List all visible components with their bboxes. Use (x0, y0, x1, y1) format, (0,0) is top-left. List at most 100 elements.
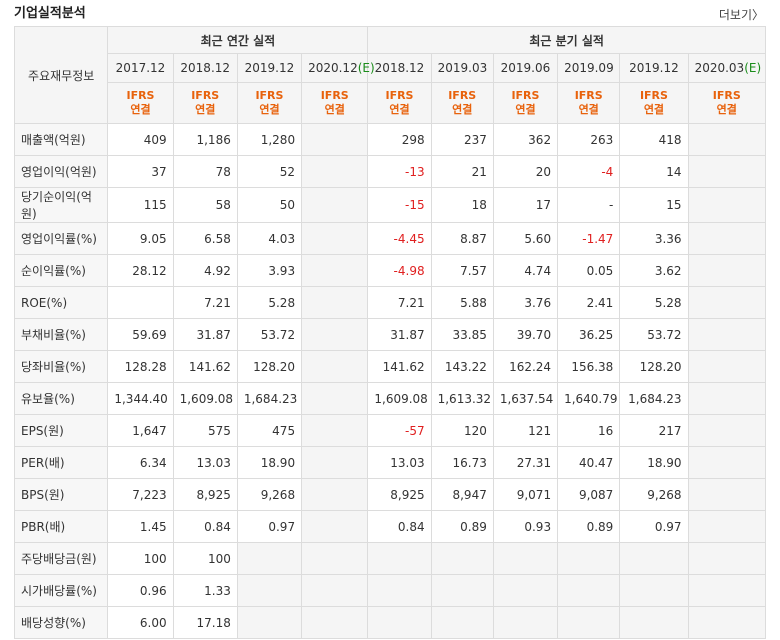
table-cell: 0.84 (172, 510, 238, 543)
ifrs-header: IFRS 연결 (107, 82, 174, 124)
row-label: 당기순이익(억원) (13, 187, 109, 223)
table-cell: 17.18 (172, 606, 238, 639)
table-cell: 1.45 (107, 510, 174, 543)
financial-table: 주요재무정보 최근 연간 실적 최근 분기 실적 2017.12 2018.12 2… (13, 26, 767, 639)
table-cell: -15 (367, 187, 432, 223)
table-cell: 100 (107, 542, 174, 575)
table-cell: 33.85 (430, 318, 494, 351)
table-cell (687, 254, 767, 287)
table-cell (619, 574, 689, 607)
ifrs-label: IFRS (191, 89, 220, 102)
table-cell: 575 (172, 414, 238, 447)
table-cell: 6.00 (107, 606, 174, 639)
table-cell: 0.89 (557, 510, 621, 543)
table-cell: 14 (619, 155, 689, 188)
table-cell: 128.20 (236, 350, 303, 383)
table-cell: 7.57 (430, 254, 494, 287)
ifrs-sub-label: 연결 (389, 103, 410, 116)
table-cell (301, 187, 369, 223)
table-cell: 156.38 (557, 350, 621, 383)
table-cell: -4.98 (367, 254, 432, 287)
table-cell: 18.90 (236, 446, 303, 479)
table-cell: 0.96 (107, 574, 174, 607)
period-header-row: 2017.12 2018.12 2019.12 2020.12(E) 2018.12 20… (15, 53, 767, 83)
table-cell: 7,223 (107, 478, 174, 511)
table-cell: 59.69 (107, 318, 174, 351)
table-cell: 4.03 (236, 222, 303, 255)
table-cell (301, 254, 369, 287)
row-label: 매출액(억원) (13, 123, 109, 156)
table-row: 유보율(%) 1,344.40 1,609.08 1,684.23 1,609.08 1,… (13, 382, 767, 415)
table-cell: 15 (619, 187, 689, 223)
ifrs-label: IFRS (511, 89, 540, 102)
table-cell: 0.93 (492, 510, 559, 543)
table-cell: 0.84 (367, 510, 432, 543)
row-label: 당좌비율(%) (13, 350, 109, 383)
table-cell (367, 542, 432, 575)
table-row: 당기순이익(억원) 115 58 50 -15 18 17-15 (13, 187, 767, 223)
table-cell: 7.21 (367, 286, 432, 319)
table-cell (301, 350, 369, 383)
estimate-marker: (E) (744, 61, 762, 75)
ifrs-sub-label: 연결 (259, 103, 280, 116)
ifrs-sub-label: 연결 (130, 103, 151, 116)
row-label: 영업이익률(%) (13, 222, 109, 255)
table-cell: 13.03 (367, 446, 432, 479)
table-cell: 18.90 (619, 446, 689, 479)
table-cell (557, 542, 621, 575)
table-cell (557, 606, 621, 639)
table-cell: 3.62 (619, 254, 689, 287)
table-row: 매출액(억원) 409 1,186 1,280 298 237 362 263 418 (13, 123, 767, 156)
ifrs-header: IFRS 연결 (236, 82, 303, 124)
more-label: 더보기 (718, 8, 752, 22)
table-cell: 37 (107, 155, 174, 188)
table-cell (107, 286, 174, 319)
table-cell (430, 542, 494, 575)
table-cell (687, 446, 767, 479)
table-cell: 120 (430, 414, 494, 447)
table-cell: 6.58 (172, 222, 238, 255)
ifrs-header: IFRS 연결 (301, 82, 369, 124)
row-label: 영업이익(억원) (13, 155, 109, 188)
table-cell: 40.47 (557, 446, 621, 479)
table-cell: 16 (557, 414, 621, 447)
table-cell (687, 155, 767, 188)
table-cell (687, 542, 767, 575)
table-cell (301, 222, 369, 255)
row-label: 배당성향(%) (13, 606, 109, 639)
table-cell: 28.12 (107, 254, 174, 287)
table-cell: 9.05 (107, 222, 174, 255)
table-cell (301, 318, 369, 351)
table-cell: 21 (430, 155, 494, 188)
table-cell: 8,925 (367, 478, 432, 511)
more-link[interactable]: 더보기〉 (719, 6, 764, 23)
ifrs-label: IFRS (448, 89, 477, 102)
table-cell: 100 (172, 542, 238, 575)
ifrs-header: IFRS 연결 (367, 82, 432, 124)
table-cell: 5.28 (236, 286, 303, 319)
ifrs-header-row: IFRS 연결 IFRS 연결 IFRS 연결 IFRS 연결 IFRS 연결 IFRS 연결 IFRS… (15, 82, 767, 124)
table-cell: 31.87 (172, 318, 238, 351)
period-header: 2019.09 (557, 53, 621, 83)
table-row: 부채비율(%) 59.69 31.87 53.72 31.87 33.85 39.70 36.… (13, 318, 767, 351)
table-cell: 0.97 (236, 510, 303, 543)
table-row: ROE(%) 7.21 5.28 7.21 5.88 3.76 2.41 5.28 (13, 286, 767, 319)
table-cell: 409 (107, 123, 174, 156)
table-cell (301, 123, 369, 156)
table-cell (687, 382, 767, 415)
table-cell: 5.88 (430, 286, 494, 319)
table-cell: 1,613.32 (430, 382, 494, 415)
table-cell: 3.76 (492, 286, 559, 319)
table-cell (687, 286, 767, 319)
table-cell (492, 606, 559, 639)
ifrs-sub-label: 연결 (578, 103, 599, 116)
table-row: 영업이익(억원) 37 78 52 -13 21 20 -4 14 (13, 155, 767, 188)
table-cell: -57 (367, 414, 432, 447)
row-label: EPS(원) (13, 414, 109, 447)
period-header: 2017.12 (107, 53, 174, 83)
table-cell: 20 (492, 155, 559, 188)
table-cell (687, 510, 767, 543)
ifrs-header: IFRS 연결 (172, 82, 238, 124)
table-cell: 1,186 (172, 123, 238, 156)
table-cell (687, 478, 767, 511)
